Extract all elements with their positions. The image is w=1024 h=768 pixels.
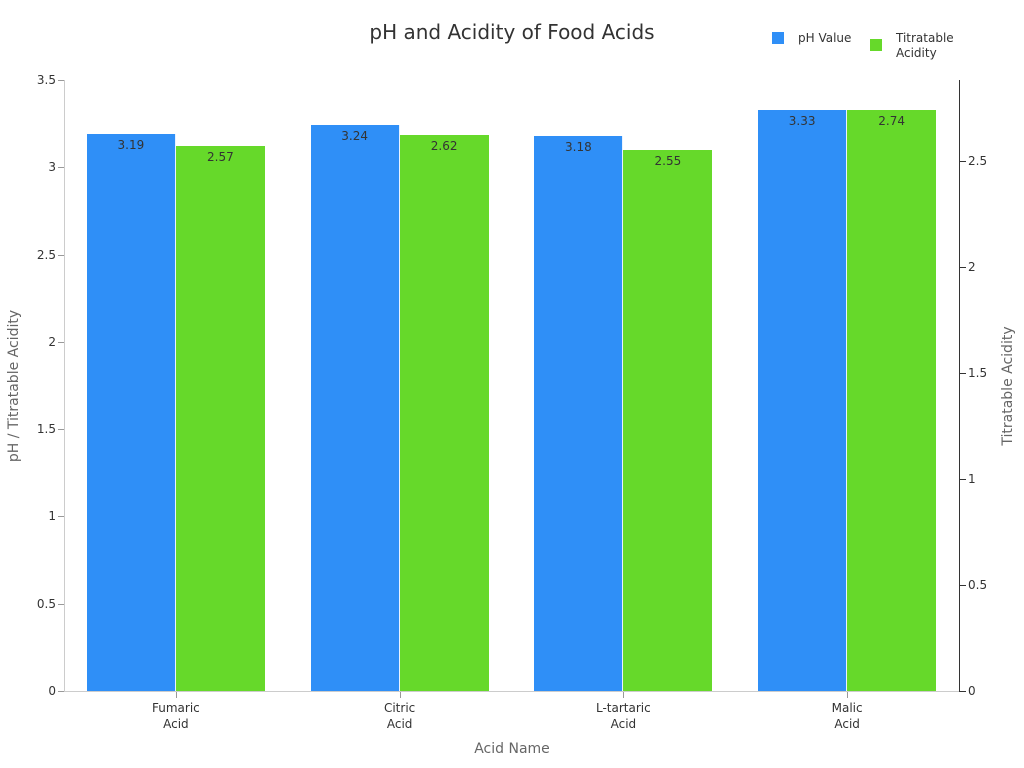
legend-label: Titratable Acidity [896, 31, 954, 60]
legend-swatch-blue-icon [772, 32, 784, 44]
bar[interactable]: 3.18 [534, 135, 624, 691]
bar[interactable]: 2.74 [847, 109, 937, 691]
bar-value-label: 3.33 [788, 113, 816, 128]
bar-value-label: 2.57 [207, 149, 234, 164]
left-tick-mark [58, 254, 64, 256]
bar-value-label: 2.74 [878, 113, 905, 128]
right-tick-label: 2.5 [968, 153, 988, 168]
bar[interactable]: 3.19 [86, 134, 176, 691]
left-tick-label: 3.5 [36, 73, 56, 87]
x-category-label: L-tartaric Acid [596, 701, 651, 731]
x-axis [64, 691, 960, 692]
bar[interactable]: 2.57 [175, 145, 265, 691]
left-tick-label: 3 [48, 160, 56, 175]
chart-title: pH and Acidity of Food Acids [369, 20, 655, 44]
right-tick-mark [960, 691, 966, 692]
left-tick-mark [58, 341, 64, 343]
bar[interactable]: 3.33 [758, 109, 848, 691]
left-tick-mark [58, 80, 64, 81]
x-category-label: Malic Acid [831, 701, 863, 731]
left-tick-label: 1 [48, 509, 56, 524]
right-tick-mark [960, 584, 966, 586]
left-y-axis [64, 80, 65, 692]
left-tick-mark [58, 603, 64, 605]
left-tick-label: 0.5 [36, 596, 56, 611]
bar-value-label: 2.55 [654, 154, 682, 168]
x-category-label: Citric Acid [383, 701, 416, 731]
x-tick-mark [399, 692, 401, 698]
left-tick-mark [58, 429, 64, 431]
bar-value-label: 3.24 [341, 129, 368, 144]
left-tick-mark [58, 691, 64, 692]
x-tick-mark [623, 692, 625, 698]
legend-swatch-green-icon [870, 39, 882, 51]
right-tick-label: 1 [968, 471, 976, 486]
right-tick-label: 2 [968, 259, 976, 274]
bar[interactable]: 2.55 [623, 150, 713, 691]
bar[interactable]: 3.24 [310, 125, 400, 691]
left-tick-mark [58, 516, 64, 518]
left-tick-label: 1.5 [36, 422, 56, 437]
y-axis-label-right: Titratable Acidity [1000, 326, 1016, 446]
x-axis-label: Acid Name [474, 741, 550, 757]
left-tick-label: 0 [48, 684, 56, 698]
legend-label: pH Value [798, 31, 852, 45]
right-tick-mark [960, 160, 966, 162]
right-y-axis [959, 80, 960, 692]
bar-value-label: 3.19 [117, 138, 145, 153]
x-tick-mark [175, 692, 177, 698]
x-category-label: Fumaric Acid [151, 701, 200, 731]
right-tick-mark [960, 266, 966, 268]
right-tick-label: 1.5 [968, 365, 988, 380]
right-tick-mark [960, 478, 966, 480]
left-tick-label: 2 [48, 334, 56, 349]
legend-item-titratable-acidity[interactable]: Titratable Acidity [870, 31, 954, 61]
left-tick-label: 2.5 [36, 247, 56, 262]
x-tick-mark [847, 692, 849, 698]
right-tick-label: 0.5 [968, 577, 988, 592]
y-axis-label-left: pH / Titratable Acidity [6, 309, 22, 463]
right-tick-mark [960, 372, 966, 374]
bar[interactable]: 2.62 [399, 135, 489, 691]
left-tick-mark [58, 167, 64, 169]
bar-value-label: 2.62 [430, 139, 458, 154]
legend-item-ph-value[interactable]: pH Value [772, 31, 851, 45]
bar-value-label: 3.18 [565, 139, 592, 154]
right-tick-label: 0 [968, 684, 976, 698]
